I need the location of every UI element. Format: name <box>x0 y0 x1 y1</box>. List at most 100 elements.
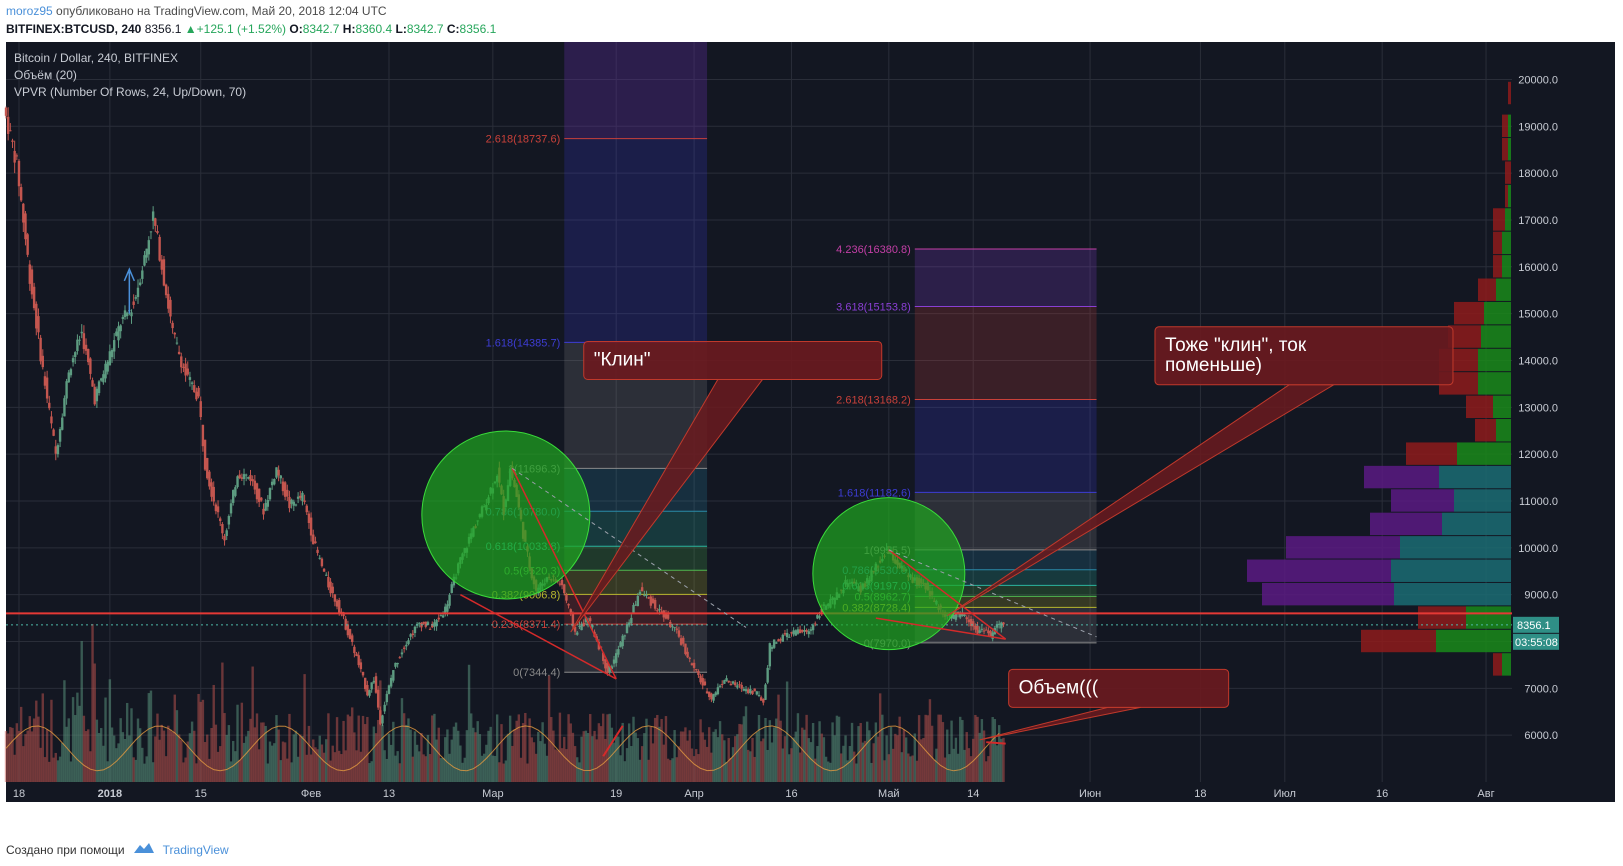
volume-bar <box>623 761 627 782</box>
volume-bar <box>792 737 795 782</box>
candle-body <box>772 639 776 648</box>
volume-bar <box>63 680 66 782</box>
candle-body <box>805 630 808 632</box>
author-link[interactable]: moroz95 <box>6 4 53 18</box>
fib-band-top <box>564 42 708 139</box>
volume-bar <box>662 744 665 782</box>
volume-bar <box>9 727 12 782</box>
price-tick-label: 18000.0 <box>1518 168 1558 180</box>
volume-bar <box>504 760 508 782</box>
volume-bar <box>407 718 410 782</box>
candle-body <box>225 530 228 536</box>
volume-bar <box>935 748 938 782</box>
candle-body <box>160 259 163 270</box>
volume-profile-down <box>1418 606 1466 629</box>
change: +125.1 (+1.52%) <box>196 22 287 36</box>
volume-bar <box>718 721 722 782</box>
candle-body <box>688 657 691 659</box>
candle-body <box>576 632 579 635</box>
candle-body <box>262 508 265 515</box>
time-tick-label: 16 <box>1376 788 1388 800</box>
volume-bar <box>125 702 129 782</box>
candle-body <box>653 599 657 609</box>
high-value: 8360.4 <box>355 22 393 36</box>
volume-bar <box>188 733 192 782</box>
candle-body <box>363 677 367 690</box>
candle-body <box>381 715 384 724</box>
volume-bar <box>495 714 499 782</box>
price-axis-background <box>1512 42 1615 782</box>
volume-bar <box>617 736 620 782</box>
volume-bar <box>766 749 769 782</box>
candle-body <box>145 248 148 258</box>
candle-body <box>95 388 99 402</box>
volume-bar <box>868 730 871 782</box>
volume-bar <box>550 717 553 782</box>
volume-bar <box>238 760 241 782</box>
tradingview-link[interactable]: TradingView <box>162 842 229 857</box>
volume-bar <box>100 728 103 782</box>
callout-text: "Клин" <box>594 349 651 370</box>
volume-bar <box>290 762 293 782</box>
candle-body <box>6 116 10 134</box>
volume-bar <box>699 719 702 782</box>
volume-bar <box>19 706 23 782</box>
candle-body <box>154 218 157 226</box>
fib-band <box>914 399 1097 493</box>
candle-body <box>699 675 702 683</box>
volume-bar <box>736 734 739 782</box>
volume-bar <box>91 624 94 782</box>
volume-bar <box>805 714 808 782</box>
volume-bar <box>97 733 101 782</box>
trend-dashed-line <box>888 549 1097 638</box>
volume-bar <box>312 739 315 782</box>
volume-bar <box>995 745 999 782</box>
candle-body <box>643 594 646 596</box>
last-price-tag <box>1513 616 1559 633</box>
candle-body <box>753 688 756 692</box>
chart-area[interactable]: 2.618(18737.6)1.618(14385.7)1(11696.3)0.… <box>0 40 1623 830</box>
volume-bar <box>565 749 568 782</box>
open-label: O: <box>289 22 303 36</box>
volume-bar <box>56 760 60 782</box>
candle-body <box>785 632 789 638</box>
candle-body <box>65 381 68 399</box>
candle-body <box>660 611 663 613</box>
volume-bar <box>524 712 527 782</box>
volume-profile-down <box>1406 442 1457 465</box>
candle-body <box>705 691 709 694</box>
volume-bar <box>781 748 785 782</box>
candle-body <box>351 635 354 643</box>
candle-body <box>814 623 817 625</box>
volume-bar <box>89 751 92 782</box>
volume-bar <box>299 734 302 782</box>
volume-bar <box>690 748 694 782</box>
candle-body <box>58 429 62 442</box>
low-value: 8342.7 <box>406 22 444 36</box>
volume-bar <box>247 730 250 782</box>
candle-body <box>625 625 629 634</box>
volume-bar <box>327 713 330 782</box>
candle-body <box>820 608 823 613</box>
volume-bar <box>820 733 823 782</box>
volume-bar <box>4 731 8 782</box>
candle-body <box>405 644 408 647</box>
volume-bar <box>162 730 166 782</box>
candle-body <box>627 622 631 626</box>
candle-body <box>216 506 220 513</box>
price-chart[interactable]: 2.618(18737.6)1.618(14385.7)1(11696.3)0.… <box>0 40 1623 830</box>
volume-bar <box>69 761 73 782</box>
candle-body <box>645 594 648 596</box>
volume-bar <box>498 762 501 782</box>
candle-body <box>173 332 176 335</box>
time-tick-label: Июл <box>1274 788 1296 800</box>
volume-bar <box>54 752 57 782</box>
volume-bar <box>273 743 276 782</box>
candle-body <box>766 667 769 683</box>
candle-body <box>260 497 263 501</box>
fib-band <box>914 306 1097 400</box>
volume-bar <box>206 734 209 782</box>
volume-bar <box>861 742 865 782</box>
candle-body <box>162 259 166 286</box>
volume-bar <box>123 738 127 782</box>
